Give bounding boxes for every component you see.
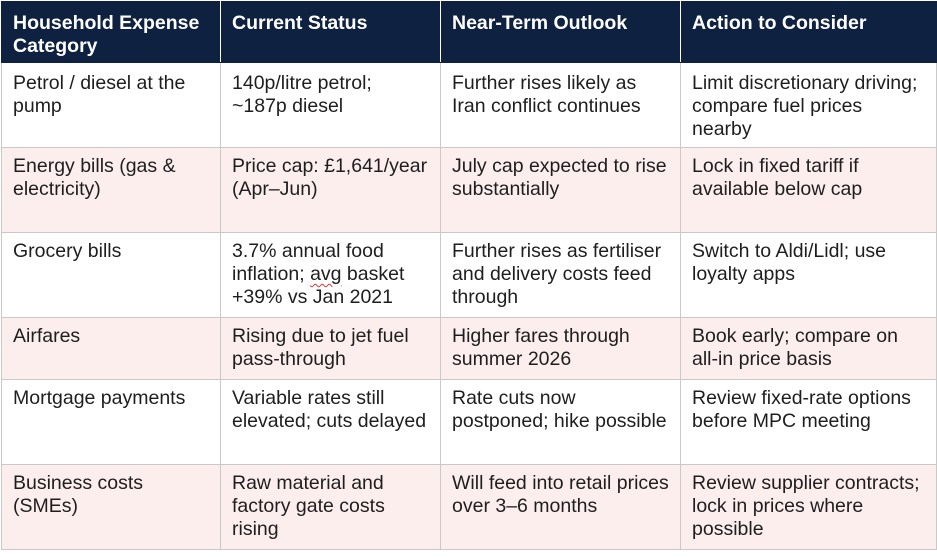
cell-outlook[interactable]: Will feed into retail prices over 3–6 mo…	[440, 464, 681, 550]
header-row: Household Expense Category Current Statu…	[1, 1, 937, 63]
cell-outlook[interactable]: July cap expected to rise substantially	[440, 147, 681, 233]
cell-status[interactable]: Rising due to jet fuel pass-through	[220, 317, 441, 380]
cell-status[interactable]: Raw material and factory gate costs risi…	[220, 464, 441, 550]
header-category: Household Expense Category	[1, 1, 221, 63]
cell-action[interactable]: Review fixed-rate options before MPC mee…	[680, 379, 937, 465]
cell-category[interactable]: Airfares	[1, 317, 221, 380]
cell-category[interactable]: Mortgage payments	[1, 379, 221, 465]
cell-action[interactable]: Book early; compare on all-in price basi…	[680, 317, 937, 380]
table-header: Household Expense Category Current Statu…	[1, 1, 937, 63]
spellcheck-flagged-word: avg	[310, 263, 342, 285]
table-body: Petrol / diesel at the pump 140p/litre p…	[1, 62, 937, 550]
cell-outlook[interactable]: Further rises as fertiliser and delivery…	[440, 232, 681, 318]
header-action: Action to Consider	[680, 1, 937, 63]
cell-status[interactable]: 3.7% annual food inflation; avg basket +…	[220, 232, 441, 318]
header-outlook: Near-Term Outlook	[440, 1, 681, 63]
cell-category[interactable]: Grocery bills	[1, 232, 221, 318]
cell-action[interactable]: Review supplier contracts; lock in price…	[680, 464, 937, 550]
cell-action[interactable]: Limit discretionary driving; compare fue…	[680, 62, 937, 148]
table-row: Petrol / diesel at the pump 140p/litre p…	[1, 62, 937, 148]
cell-action[interactable]: Lock in fixed tariff if available below …	[680, 147, 937, 233]
cell-status[interactable]: Variable rates still elevated; cuts dela…	[220, 379, 441, 465]
cell-status[interactable]: Price cap: £1,641/year (Apr–Jun)	[220, 147, 441, 233]
cell-outlook[interactable]: Rate cuts now postponed; hike possible	[440, 379, 681, 465]
table-row: Business costs (SMEs) Raw material and f…	[1, 464, 937, 550]
header-status: Current Status	[220, 1, 441, 63]
table-row: Mortgage payments Variable rates still e…	[1, 379, 937, 465]
cell-category[interactable]: Energy bills (gas & electricity)	[1, 147, 221, 233]
table-row: Grocery bills 3.7% annual food inflation…	[1, 232, 937, 318]
table-row: Energy bills (gas & electricity) Price c…	[1, 147, 937, 233]
cell-outlook[interactable]: Further rises likely as Iran conflict co…	[440, 62, 681, 148]
status-text-pre: 3.7% annual food inflation;	[232, 240, 384, 285]
cell-category[interactable]: Petrol / diesel at the pump	[1, 62, 221, 148]
table-row: Airfares Rising due to jet fuel pass-thr…	[1, 317, 937, 380]
cell-action[interactable]: Switch to Aldi/Lidl; use loyalty apps	[680, 232, 937, 318]
status-text-post: basket +39% vs Jan 2021	[232, 263, 405, 308]
cell-category[interactable]: Business costs (SMEs)	[1, 464, 221, 550]
cell-outlook[interactable]: Higher fares through summer 2026	[440, 317, 681, 380]
cell-status[interactable]: 140p/litre petrol; ~187p diesel	[220, 62, 441, 148]
